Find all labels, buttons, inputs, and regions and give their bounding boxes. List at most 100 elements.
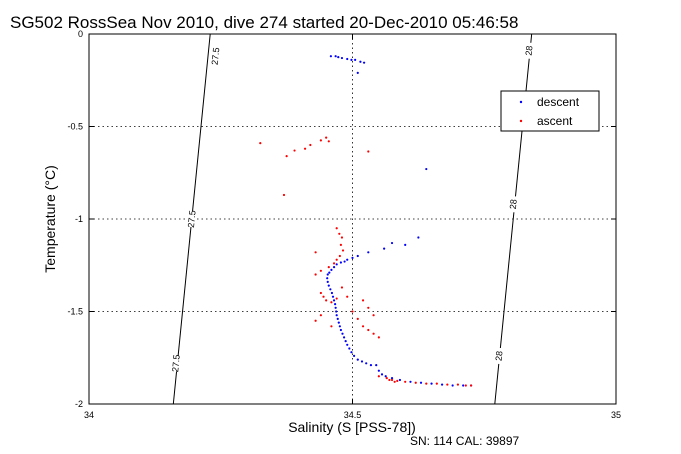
descent-point: [409, 380, 412, 383]
ascent-point: [327, 266, 330, 269]
descent-point: [369, 364, 373, 367]
contour-label-bg: [170, 354, 182, 372]
descent-point: [462, 384, 465, 387]
ascent-point: [435, 382, 438, 385]
contour-label-bg: [523, 42, 535, 60]
descent-point: [425, 167, 428, 171]
descent-point: [339, 328, 343, 332]
descent-point: [326, 277, 329, 280]
ascent-point: [314, 251, 317, 254]
descent-point: [330, 291, 334, 295]
descent-point: [404, 243, 407, 246]
ascent-point: [388, 378, 391, 382]
descent-point: [336, 317, 339, 320]
contour-label: 28: [524, 45, 535, 56]
contour-label-bg: [507, 195, 520, 213]
descent-point: [417, 236, 420, 239]
calibration-footer: SN: 114 CAL: 39897: [410, 434, 520, 448]
x-axis-label: Salinity (S [PSS-78]): [288, 419, 416, 435]
descent-point: [419, 381, 423, 384]
ascent-point: [377, 336, 380, 339]
descent-point: [350, 351, 353, 354]
contour-label: 27.5: [186, 210, 198, 228]
descent-point: [343, 260, 346, 263]
density-contours: 27.5 27.5 27.5 28 28 28: [170, 33, 535, 405]
descent-point: [327, 284, 330, 287]
ascent-point: [325, 299, 328, 302]
descent-point: [398, 378, 402, 382]
descent-point: [330, 268, 333, 271]
descent-point: [339, 261, 343, 264]
ascent-point: [340, 236, 344, 239]
ascent-point: [335, 258, 338, 261]
ascent-point: [322, 295, 325, 298]
descent-point: [365, 362, 368, 365]
ascent-point: [361, 299, 365, 302]
contour-label-bg: [209, 47, 222, 65]
descent-point: [335, 263, 338, 266]
descent-point: [356, 254, 359, 258]
legend-label-descent: descent: [537, 95, 580, 109]
y-tick-label: -0.5: [67, 122, 83, 132]
chart-legend: descent ascent: [500, 90, 600, 132]
ascent-point: [314, 319, 317, 322]
descent-point: [430, 382, 433, 385]
ascent-point: [469, 384, 473, 387]
ascent-point: [335, 227, 338, 230]
descent-point: [337, 56, 340, 59]
descent-point: [334, 306, 337, 309]
x-tick-label: 34.5: [344, 410, 362, 420]
descent-point: [390, 377, 394, 380]
contour-label: 27.5: [170, 354, 182, 372]
ascent-point: [325, 136, 328, 139]
descent-point: [360, 360, 364, 363]
descent-point: [375, 364, 378, 367]
descent-point: [346, 57, 349, 61]
descent-point: [352, 354, 356, 357]
ascent-point: [456, 383, 459, 386]
ascent-point: [367, 150, 370, 153]
descent-point: [328, 271, 331, 274]
ascent-point: [404, 380, 407, 383]
y-tick-label: -1: [75, 214, 83, 224]
ascent-point: [377, 375, 380, 378]
ascent-point: [340, 286, 344, 289]
descent-point: [351, 256, 354, 259]
grid-lines: [89, 34, 616, 404]
ascent-point: [361, 325, 365, 328]
legend-label-ascent: ascent: [537, 114, 573, 128]
ascent-point: [367, 306, 370, 309]
descent-point: [346, 258, 349, 261]
ascent-point: [425, 382, 428, 385]
ascent-point: [356, 317, 359, 320]
y-tick-label: 0: [78, 29, 83, 39]
ascent-point: [319, 291, 322, 295]
descent-point: [340, 56, 344, 60]
ascent-point: [414, 381, 417, 384]
chart-title: SG502 RossSea Nov 2010, dive 274 started…: [10, 13, 518, 32]
contour-label-bg: [493, 347, 505, 365]
descent-point: [332, 266, 336, 269]
descent-point: [326, 280, 329, 283]
descent-point: [346, 343, 349, 346]
ascent-point: [393, 380, 396, 383]
ascent-point: [390, 378, 394, 382]
descent-point: [440, 383, 444, 386]
ascent-point: [367, 328, 370, 332]
descent-point: [356, 358, 359, 361]
descent-point: [348, 347, 351, 350]
contour-label-bg: [185, 210, 198, 228]
ascent-point: [330, 301, 333, 304]
descent-point: [390, 241, 394, 245]
ascent-point: [372, 314, 375, 317]
descent-point: [384, 375, 387, 378]
legend-marker-ascent: [519, 119, 523, 123]
descent-point: [326, 273, 329, 276]
descent-point: [383, 247, 386, 250]
ascent-point: [341, 249, 345, 252]
descent-point: [329, 288, 332, 291]
descent-point: [334, 303, 337, 306]
ascent-point: [293, 149, 296, 152]
y-tick-label: -2: [75, 399, 83, 409]
